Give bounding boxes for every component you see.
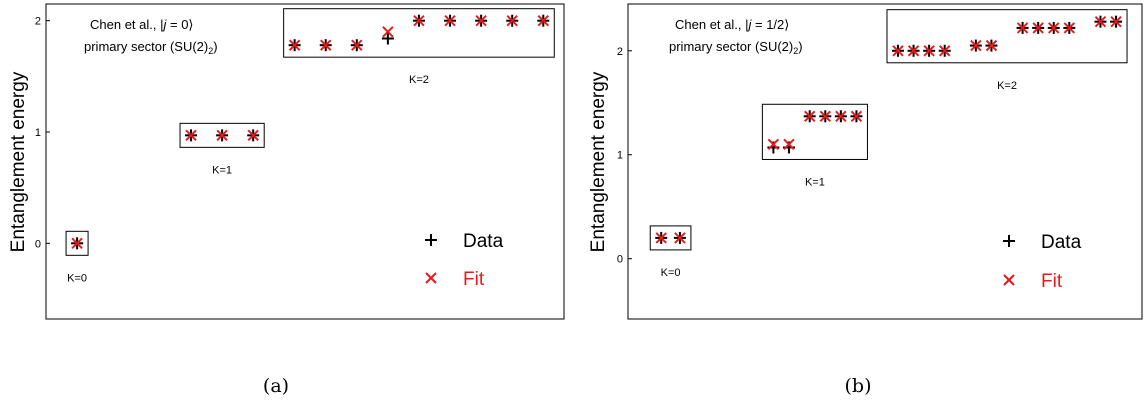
annotation-a: Chen et al., |j = 0⟩ primary sector (SU(… xyxy=(84,17,218,56)
fit-point xyxy=(767,138,780,151)
plot-frame-a xyxy=(45,3,565,320)
group-box xyxy=(761,103,868,160)
legend-fit-label-b: Fit xyxy=(1041,271,1063,292)
fit-point xyxy=(1110,15,1122,28)
fit-point xyxy=(216,129,228,142)
panel-b: Entanglement energy 0 1 2 K=0 K=1 K=2 Chen e… xyxy=(588,3,1143,320)
fit-point xyxy=(1048,22,1060,34)
fit-point xyxy=(1032,22,1044,34)
group-box xyxy=(65,230,89,256)
y-ticks-a: 0 1 2 xyxy=(35,16,50,250)
y-tick-label: 0 xyxy=(617,254,623,266)
fit-point xyxy=(351,39,363,51)
fit-point xyxy=(1016,22,1029,34)
y-ticks-b: 0 1 2 xyxy=(617,46,632,266)
fit-point xyxy=(804,110,816,122)
fit-point xyxy=(970,39,982,52)
legend-data-marker-b xyxy=(1003,235,1015,247)
annotation-b: Chen et al., |j = 1/2⟩ primary sector (S… xyxy=(669,17,803,56)
fit-point xyxy=(1094,15,1107,28)
svg-text:Chen et al., |j = 0⟩: Chen et al., |j = 0⟩ xyxy=(90,17,194,32)
fit-point xyxy=(413,14,425,27)
data-point xyxy=(381,32,394,45)
group-label: K=1 xyxy=(805,176,825,188)
y-tick-label: 2 xyxy=(617,46,623,58)
svg-text:Chen et al., |j = 1/2⟩: Chen et al., |j = 1/2⟩ xyxy=(675,17,789,32)
legend-b: Data Fit xyxy=(1003,232,1082,292)
fit-point xyxy=(537,14,549,27)
data-groups-a: K=0 K=1 K=2 xyxy=(65,8,555,284)
fit-point xyxy=(985,39,998,52)
y-tick-label: 2 xyxy=(35,16,41,28)
fit-point xyxy=(892,45,904,57)
panel-a: Entanglement energy 0 1 2 K=0 K=1 K=2 Chen e… xyxy=(8,3,565,320)
fit-point xyxy=(185,129,197,142)
fit-point xyxy=(1063,22,1076,34)
fit-point xyxy=(288,39,301,51)
y-axis-label-b: Entanglement energy xyxy=(588,71,609,252)
group-label: K=1 xyxy=(212,164,232,176)
fit-point xyxy=(655,232,667,244)
fit-point xyxy=(506,14,518,27)
group-box xyxy=(649,225,692,251)
legend-fit-label-a: Fit xyxy=(463,269,485,290)
caption-a: (a) xyxy=(263,375,289,397)
group-label: K=2 xyxy=(409,74,429,86)
fit-point xyxy=(71,237,83,250)
fit-point xyxy=(835,110,847,122)
fit-point xyxy=(444,14,456,27)
fit-point xyxy=(247,129,259,142)
y-tick-label: 1 xyxy=(617,150,623,162)
group-label: K=0 xyxy=(661,267,681,279)
group-box xyxy=(179,122,265,148)
group-box xyxy=(283,8,555,58)
fit-point xyxy=(783,138,795,151)
fit-point xyxy=(674,232,686,244)
legend-a: Data Fit xyxy=(425,231,504,290)
legend-data-label-b: Data xyxy=(1041,232,1082,253)
plot-frame-b xyxy=(627,3,1143,320)
group-label: K=0 xyxy=(67,272,87,284)
legend-data-label-a: Data xyxy=(463,231,504,252)
data-groups-b: K=0 K=1 K=2 xyxy=(649,9,1128,279)
fit-point xyxy=(819,110,832,122)
y-tick-label: 1 xyxy=(35,127,41,139)
group-label: K=2 xyxy=(997,80,1017,92)
fit-point xyxy=(382,26,394,38)
fit-point xyxy=(475,14,487,27)
y-tick-label: 0 xyxy=(35,238,41,250)
fit-point xyxy=(938,45,951,57)
fit-point xyxy=(923,45,935,57)
y-axis-label-a: Entanglement energy xyxy=(8,71,29,252)
svg-text:primary sector (SU(2)2): primary sector (SU(2)2) xyxy=(84,39,218,56)
legend-data-marker-a xyxy=(425,234,437,246)
fit-point xyxy=(907,45,920,57)
legend-fit-marker-b xyxy=(1003,274,1015,286)
legend-fit-marker-a xyxy=(425,272,437,284)
fit-point xyxy=(850,110,863,122)
group-box xyxy=(886,9,1128,64)
svg-text:primary sector (SU(2)2): primary sector (SU(2)2) xyxy=(669,39,803,56)
fit-point xyxy=(320,39,332,51)
caption-b: (b) xyxy=(845,375,872,397)
